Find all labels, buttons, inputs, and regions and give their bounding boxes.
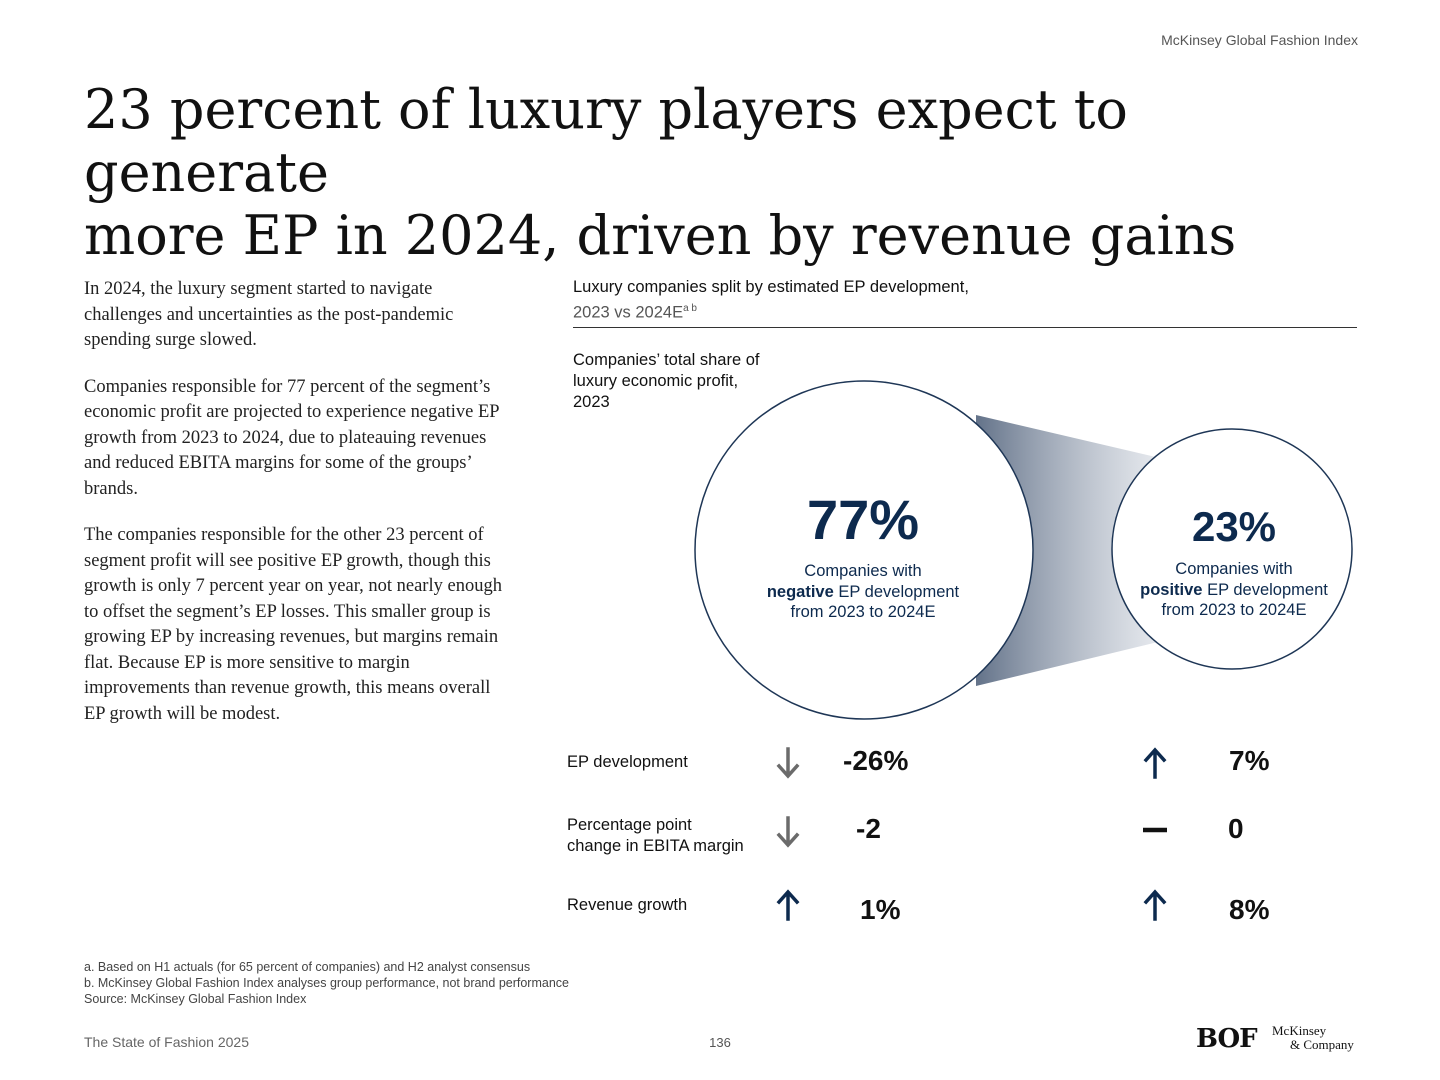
metric-label-ebita: Percentage point change in EBITA margin (567, 815, 744, 857)
positive-caption-line-2: EP development (1202, 580, 1328, 599)
negative-circle-caption: Companies with negative EP development f… (733, 561, 993, 623)
page-number: 136 (709, 1035, 731, 1050)
metric-ebita-positive: 0 (1228, 813, 1244, 844)
negative-caption-line-1: Companies with (804, 562, 922, 580)
chart-title-line-2: 2023 vs 2024Ea b (573, 298, 1273, 324)
metric-ep-positive: 7% (1229, 745, 1270, 776)
arrow-up-icon (776, 889, 800, 921)
connector-cone (976, 415, 1160, 686)
mckinsey-logo: McKinsey & Company (1272, 1024, 1354, 1052)
body-paragraph-1: In 2024, the luxury segment started to n… (84, 279, 454, 350)
footnotes: a. Based on H1 actuals (for 65 percent o… (84, 959, 784, 1007)
body-paragraph-3: The companies responsible for the other … (84, 525, 502, 724)
metric-ebita-negative: -2 (856, 813, 881, 844)
metric-label-ebita-line-1: Percentage point (567, 816, 692, 834)
metric-label-revenue: Revenue growth (567, 896, 688, 914)
positive-caption-line-3: from 2023 to 2024E (1161, 601, 1307, 619)
title-line-1: 23 percent of luxury players expect to g… (84, 78, 1128, 204)
positive-caption-bold: positive (1140, 580, 1203, 599)
chart-title-line-1: Luxury companies split by estimated EP d… (573, 278, 969, 296)
footnote-b: b. McKinsey Global Fashion Index analyse… (84, 976, 569, 990)
title-line-2: more EP in 2024, driven by revenue gains (84, 204, 1237, 267)
metric-revenue-positive: 8% (1229, 894, 1270, 925)
arrow-down-icon (776, 816, 800, 848)
publication-name: The State of Fashion 2025 (84, 1034, 249, 1050)
page-title: 23 percent of luxury players expect to g… (84, 78, 1354, 267)
metric-label-ep: EP development (567, 753, 688, 771)
body-paragraph-2: Companies responsible for 77 percent of … (84, 376, 499, 499)
negative-caption-line-3: from 2023 to 2024E (790, 603, 936, 621)
positive-circle-caption: Companies with positive EP development f… (1114, 559, 1354, 621)
arrow-down-icon (776, 747, 800, 779)
chart-title-footnote-marks: a b (683, 303, 697, 314)
footnote-a: a. Based on H1 actuals (for 65 percent o… (84, 960, 531, 974)
negative-caption-line-2: EP development (833, 582, 960, 601)
share-label: Companies’ total share of luxury economi… (573, 351, 760, 411)
positive-caption-line-1: Companies with (1175, 560, 1293, 578)
chart-title-years: 2023 vs 2024E (573, 303, 684, 322)
negative-caption-bold: negative (766, 582, 834, 601)
source-note: Source: McKinsey Global Fashion Index (84, 992, 307, 1006)
flat-dash-icon (1143, 827, 1167, 833)
body-text: In 2024, the luxury segment started to n… (84, 277, 504, 748)
negative-circle (694, 380, 1034, 720)
mckinsey-logo-line-2: & Company (1290, 1037, 1354, 1052)
metric-ep-negative: -26% (843, 745, 909, 776)
negative-share-value: 77% (806, 488, 920, 551)
circles-graphic (694, 380, 1353, 720)
bof-logo: BOF (1196, 1024, 1258, 1054)
metric-label-ebita-line-2: change in EBITA margin (567, 837, 744, 855)
positive-share-value: 23% (1191, 503, 1277, 550)
chart-title: Luxury companies split by estimated EP d… (573, 277, 1273, 324)
positive-circle (1111, 428, 1353, 670)
header-label: McKinsey Global Fashion Index (1161, 32, 1358, 48)
metric-revenue-negative: 1% (860, 894, 901, 925)
mckinsey-logo-line-1: McKinsey (1272, 1023, 1327, 1038)
chart-divider (573, 327, 1357, 328)
arrow-up-icon (1143, 747, 1167, 779)
arrow-up-icon (1143, 889, 1167, 921)
